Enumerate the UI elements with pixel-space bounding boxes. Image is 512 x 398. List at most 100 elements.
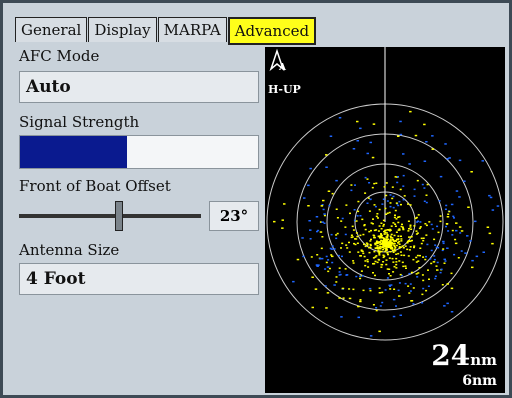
radar-echo xyxy=(395,231,398,233)
tab-advanced[interactable]: Advanced xyxy=(227,17,317,45)
radar-echo xyxy=(363,224,366,227)
radar-echo xyxy=(351,236,354,238)
radar-echo xyxy=(496,205,500,207)
radar-echo xyxy=(356,242,359,244)
radar-display[interactable]: A H-UP 24nm 6nm xyxy=(265,47,505,393)
radar-echo xyxy=(423,200,426,202)
tab-display[interactable]: Display xyxy=(88,17,157,42)
radar-echo xyxy=(381,246,384,248)
radar-echo xyxy=(395,238,398,241)
radar-echo xyxy=(398,247,401,249)
radar-echo xyxy=(393,248,396,251)
radar-echo xyxy=(335,276,338,278)
radar-echo xyxy=(410,228,413,230)
radar-echo xyxy=(374,242,377,245)
radar-echo xyxy=(404,245,407,247)
radar-echo xyxy=(400,238,403,240)
radar-echo xyxy=(338,267,341,269)
radar-echo xyxy=(415,216,418,219)
radar-echo xyxy=(338,274,341,276)
radar-echo xyxy=(370,229,372,232)
radar-echo xyxy=(373,229,376,232)
radar-echo xyxy=(394,250,397,252)
radar-echo xyxy=(375,182,378,184)
radar-echo xyxy=(423,187,426,189)
radar-echo xyxy=(393,240,396,242)
radar-echo xyxy=(321,204,324,206)
radar-echo xyxy=(425,234,428,236)
radar-echo xyxy=(380,243,383,245)
radar-echo xyxy=(372,234,375,236)
tab-general[interactable]: General xyxy=(15,17,88,42)
radar-echo xyxy=(397,216,400,218)
radar-echo xyxy=(394,223,397,225)
radar-echo xyxy=(401,261,404,264)
radar-echo xyxy=(355,275,358,278)
afc-mode-field[interactable]: Auto xyxy=(19,71,259,103)
offset-slider-knob[interactable] xyxy=(115,201,124,231)
radar-echo xyxy=(281,227,284,229)
tab-marpa[interactable]: MARPA xyxy=(157,17,227,42)
radar-echo xyxy=(433,258,436,261)
radar-echo xyxy=(375,240,378,242)
radar-echo xyxy=(335,237,338,240)
radar-echo xyxy=(377,235,380,238)
range-value: 24 xyxy=(431,339,471,372)
radar-echo xyxy=(336,217,339,219)
radar-echo xyxy=(410,271,413,274)
radar-echo xyxy=(385,238,388,240)
radar-echo xyxy=(377,247,380,249)
radar-echo xyxy=(377,217,379,219)
radar-echo xyxy=(447,230,450,232)
radar-echo xyxy=(460,250,463,252)
radar-echo xyxy=(369,240,372,242)
radar-echo xyxy=(402,153,405,155)
radar-echo xyxy=(412,303,415,305)
radar-echo xyxy=(458,196,461,198)
radar-echo xyxy=(364,176,367,179)
radar-echo xyxy=(366,244,369,246)
compass-letter: A xyxy=(279,63,286,73)
radar-echo xyxy=(411,239,413,242)
radar-echo xyxy=(328,204,331,207)
radar-echo xyxy=(408,163,411,165)
radar-echo xyxy=(378,208,381,211)
radar-echo xyxy=(273,220,276,223)
radar-echo xyxy=(430,249,433,252)
radar-echo xyxy=(382,256,385,259)
radar-echo xyxy=(425,289,428,292)
radar-echo xyxy=(442,242,445,245)
radar-echo xyxy=(353,209,356,211)
radar-echo xyxy=(302,255,305,258)
radar-echo xyxy=(402,199,405,201)
offset-value-field[interactable]: 23° xyxy=(209,201,259,231)
radar-echo xyxy=(327,190,331,192)
radar-echo xyxy=(353,242,355,245)
radar-echo xyxy=(412,258,415,261)
radar-echo xyxy=(372,257,375,259)
radar-echo xyxy=(454,238,457,241)
radar-echo xyxy=(329,135,333,137)
radar-echo xyxy=(379,241,382,243)
radar-echo xyxy=(436,261,439,264)
radar-echo xyxy=(357,210,360,213)
radar-echo xyxy=(340,220,343,222)
offset-slider-track[interactable] xyxy=(19,214,201,218)
radar-echo xyxy=(408,292,411,294)
antenna-size-field[interactable]: 4 Foot xyxy=(19,263,259,295)
radar-echo xyxy=(428,278,430,280)
radar-echo xyxy=(446,302,449,305)
radar-echo xyxy=(338,117,342,119)
radar-echo xyxy=(385,213,388,215)
radar-echo xyxy=(437,247,440,249)
radar-echo xyxy=(354,238,356,240)
radar-echo xyxy=(389,235,392,238)
ring-spacing-label: 6nm xyxy=(462,373,497,389)
radar-echo xyxy=(382,225,385,227)
radar-echo xyxy=(335,234,338,236)
radar-echo xyxy=(376,261,379,264)
radar-echo xyxy=(389,251,392,253)
radar-echo xyxy=(434,244,437,246)
radar-echo xyxy=(381,264,384,266)
radar-echo xyxy=(341,217,344,220)
